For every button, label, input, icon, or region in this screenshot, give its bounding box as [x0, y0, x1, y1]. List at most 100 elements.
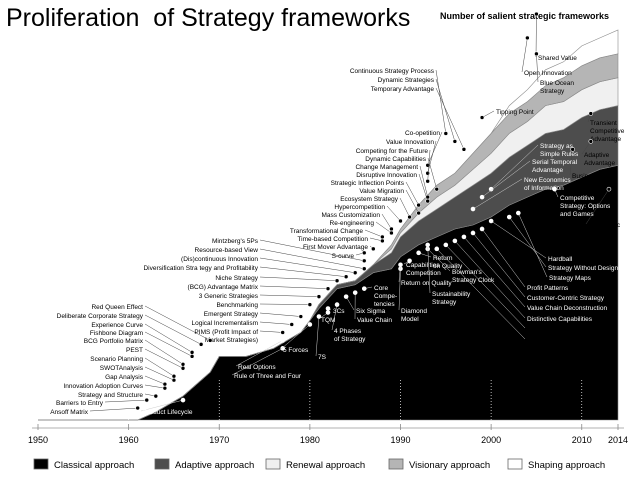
- legend-swatch: [33, 458, 49, 470]
- annotation-dot: [298, 314, 304, 319]
- annotation-dot: [334, 302, 340, 307]
- annotation-label: Strategic Inflection Points: [331, 180, 405, 187]
- annotation-label: Customer-Centric Strategy: [527, 295, 605, 302]
- annotation-label: Transient: [590, 120, 617, 127]
- annotation-leader: [481, 228, 526, 288]
- annotation-label: Mintzberg's 5Ps: [212, 238, 259, 245]
- annotation-leader: [569, 149, 573, 176]
- x-tick-label: 2014: [608, 435, 628, 445]
- legend: Classical approach Adaptive approach Renew…: [33, 458, 605, 471]
- x-tick-label: 1970: [209, 435, 229, 445]
- annotation-leader: [405, 189, 419, 214]
- annotation-label: Strategy Clock: [452, 277, 495, 284]
- annotation-dot: [479, 226, 485, 232]
- annotation-label: Red Queen Effect: [91, 304, 143, 311]
- annotation-leader: [144, 331, 193, 357]
- annotation-dot: [570, 147, 575, 152]
- annotation-label: Ansoff Matrix: [50, 409, 89, 416]
- annotation-label: Continuous Strategy Process: [350, 68, 435, 75]
- annotation-leader: [259, 257, 356, 273]
- annotation-dot: [352, 270, 358, 276]
- annotation-label: 3Cs: [333, 308, 345, 315]
- annotation-dot: [343, 274, 349, 280]
- annotation-dot: [343, 294, 349, 299]
- annotation-dot: [316, 294, 322, 299]
- x-tick-label: 1950: [28, 435, 48, 445]
- annotation-dot: [189, 350, 195, 355]
- annotation-dot: [516, 210, 521, 216]
- annotation-label: Re-engineering: [330, 220, 375, 227]
- annotation-leader: [144, 357, 175, 377]
- annotation-label: Core: [374, 285, 388, 292]
- annotation-label: First Mover Advantage: [303, 244, 368, 251]
- annotation-dot: [425, 178, 430, 184]
- annotation-label: Advantage: [590, 136, 621, 143]
- x-tick-label: 1980: [300, 435, 320, 445]
- annotation-leader: [472, 232, 526, 298]
- annotation-leader: [427, 131, 443, 166]
- annotation-label: Advantage: [584, 160, 615, 167]
- annotation-label: Value Migration: [359, 188, 404, 195]
- annotation-leader: [427, 140, 437, 174]
- annotation-label: Algorithmic: [588, 222, 621, 229]
- annotation-leader: [331, 304, 338, 331]
- annotation-dot: [488, 186, 494, 192]
- annotation-dot: [380, 234, 385, 240]
- annotation-label: Advantage: [532, 167, 563, 174]
- annotation-label: (BCG) Advantage Matrix: [188, 284, 259, 291]
- annotation-label: Distinctive Capabilities: [527, 316, 593, 323]
- annotation-label: Sustainability: [432, 291, 471, 298]
- annotation-dot: [416, 250, 421, 256]
- annotation-label: Tipping Point: [496, 109, 534, 116]
- annotation-leader: [427, 157, 437, 190]
- annotation-label: Real Options: [238, 364, 276, 371]
- annotation-label: Rule of Three and Four: [234, 373, 302, 380]
- annotation-leader: [463, 236, 526, 308]
- annotation-dot: [153, 393, 159, 399]
- annotation-dot: [280, 330, 285, 335]
- annotation-dot: [416, 210, 421, 216]
- annotation-label: Adaptive: [584, 152, 610, 159]
- annotation-dot: [606, 186, 612, 192]
- annotation-dot: [534, 51, 539, 57]
- annotation-label: Resource-based View: [195, 247, 259, 254]
- annotation-label: Blue Ocean: [540, 80, 574, 87]
- annotation-label: tencies: [374, 301, 395, 308]
- annotation-leader: [398, 264, 401, 283]
- annotation-leader: [435, 78, 456, 142]
- annotation-label: Competitive: [590, 128, 625, 135]
- annotation-dot: [325, 310, 331, 315]
- annotation-dot: [452, 238, 458, 244]
- annotation-dot: [144, 397, 150, 403]
- annotation-label: Gap Analysis: [105, 374, 144, 381]
- annotation-leader: [581, 141, 592, 155]
- annotation-label: Profit Patterns: [527, 285, 569, 292]
- x-tick-label: 2010: [572, 435, 592, 445]
- annotation-leader: [144, 339, 184, 365]
- annotation-dot: [416, 202, 421, 208]
- annotation-label: Strategy Maps: [549, 275, 592, 282]
- annotation-label: Emergent Strategy: [204, 311, 259, 318]
- annotation-label: Capabilities: [406, 262, 440, 269]
- annotation-label: 3 Generic Strategies: [199, 293, 259, 300]
- annotation-leader: [435, 87, 465, 150]
- annotation-label: Strategy: [432, 299, 457, 306]
- annotation-dot: [171, 373, 177, 379]
- annotation-label: Simple Rules: [540, 151, 579, 158]
- annotation-leader: [490, 144, 539, 190]
- annotation-leader: [315, 316, 320, 357]
- annotation-leader: [399, 197, 410, 218]
- annotation-label: Business: [572, 173, 599, 180]
- annotation-label: Change Management: [355, 164, 418, 171]
- annotation-label: Co-opetition: [405, 130, 440, 137]
- annotation-dot: [361, 250, 367, 256]
- annotation-dot: [162, 381, 168, 387]
- annotation-dot: [189, 354, 195, 359]
- series-area-classical-approach: [38, 164, 619, 421]
- annotation-label: Strategy Without Design: [548, 265, 618, 272]
- annotation-leader: [259, 321, 292, 325]
- annotation-dot: [280, 346, 285, 351]
- annotation-dot: [534, 11, 539, 17]
- legend-label: Classical approach: [54, 460, 134, 471]
